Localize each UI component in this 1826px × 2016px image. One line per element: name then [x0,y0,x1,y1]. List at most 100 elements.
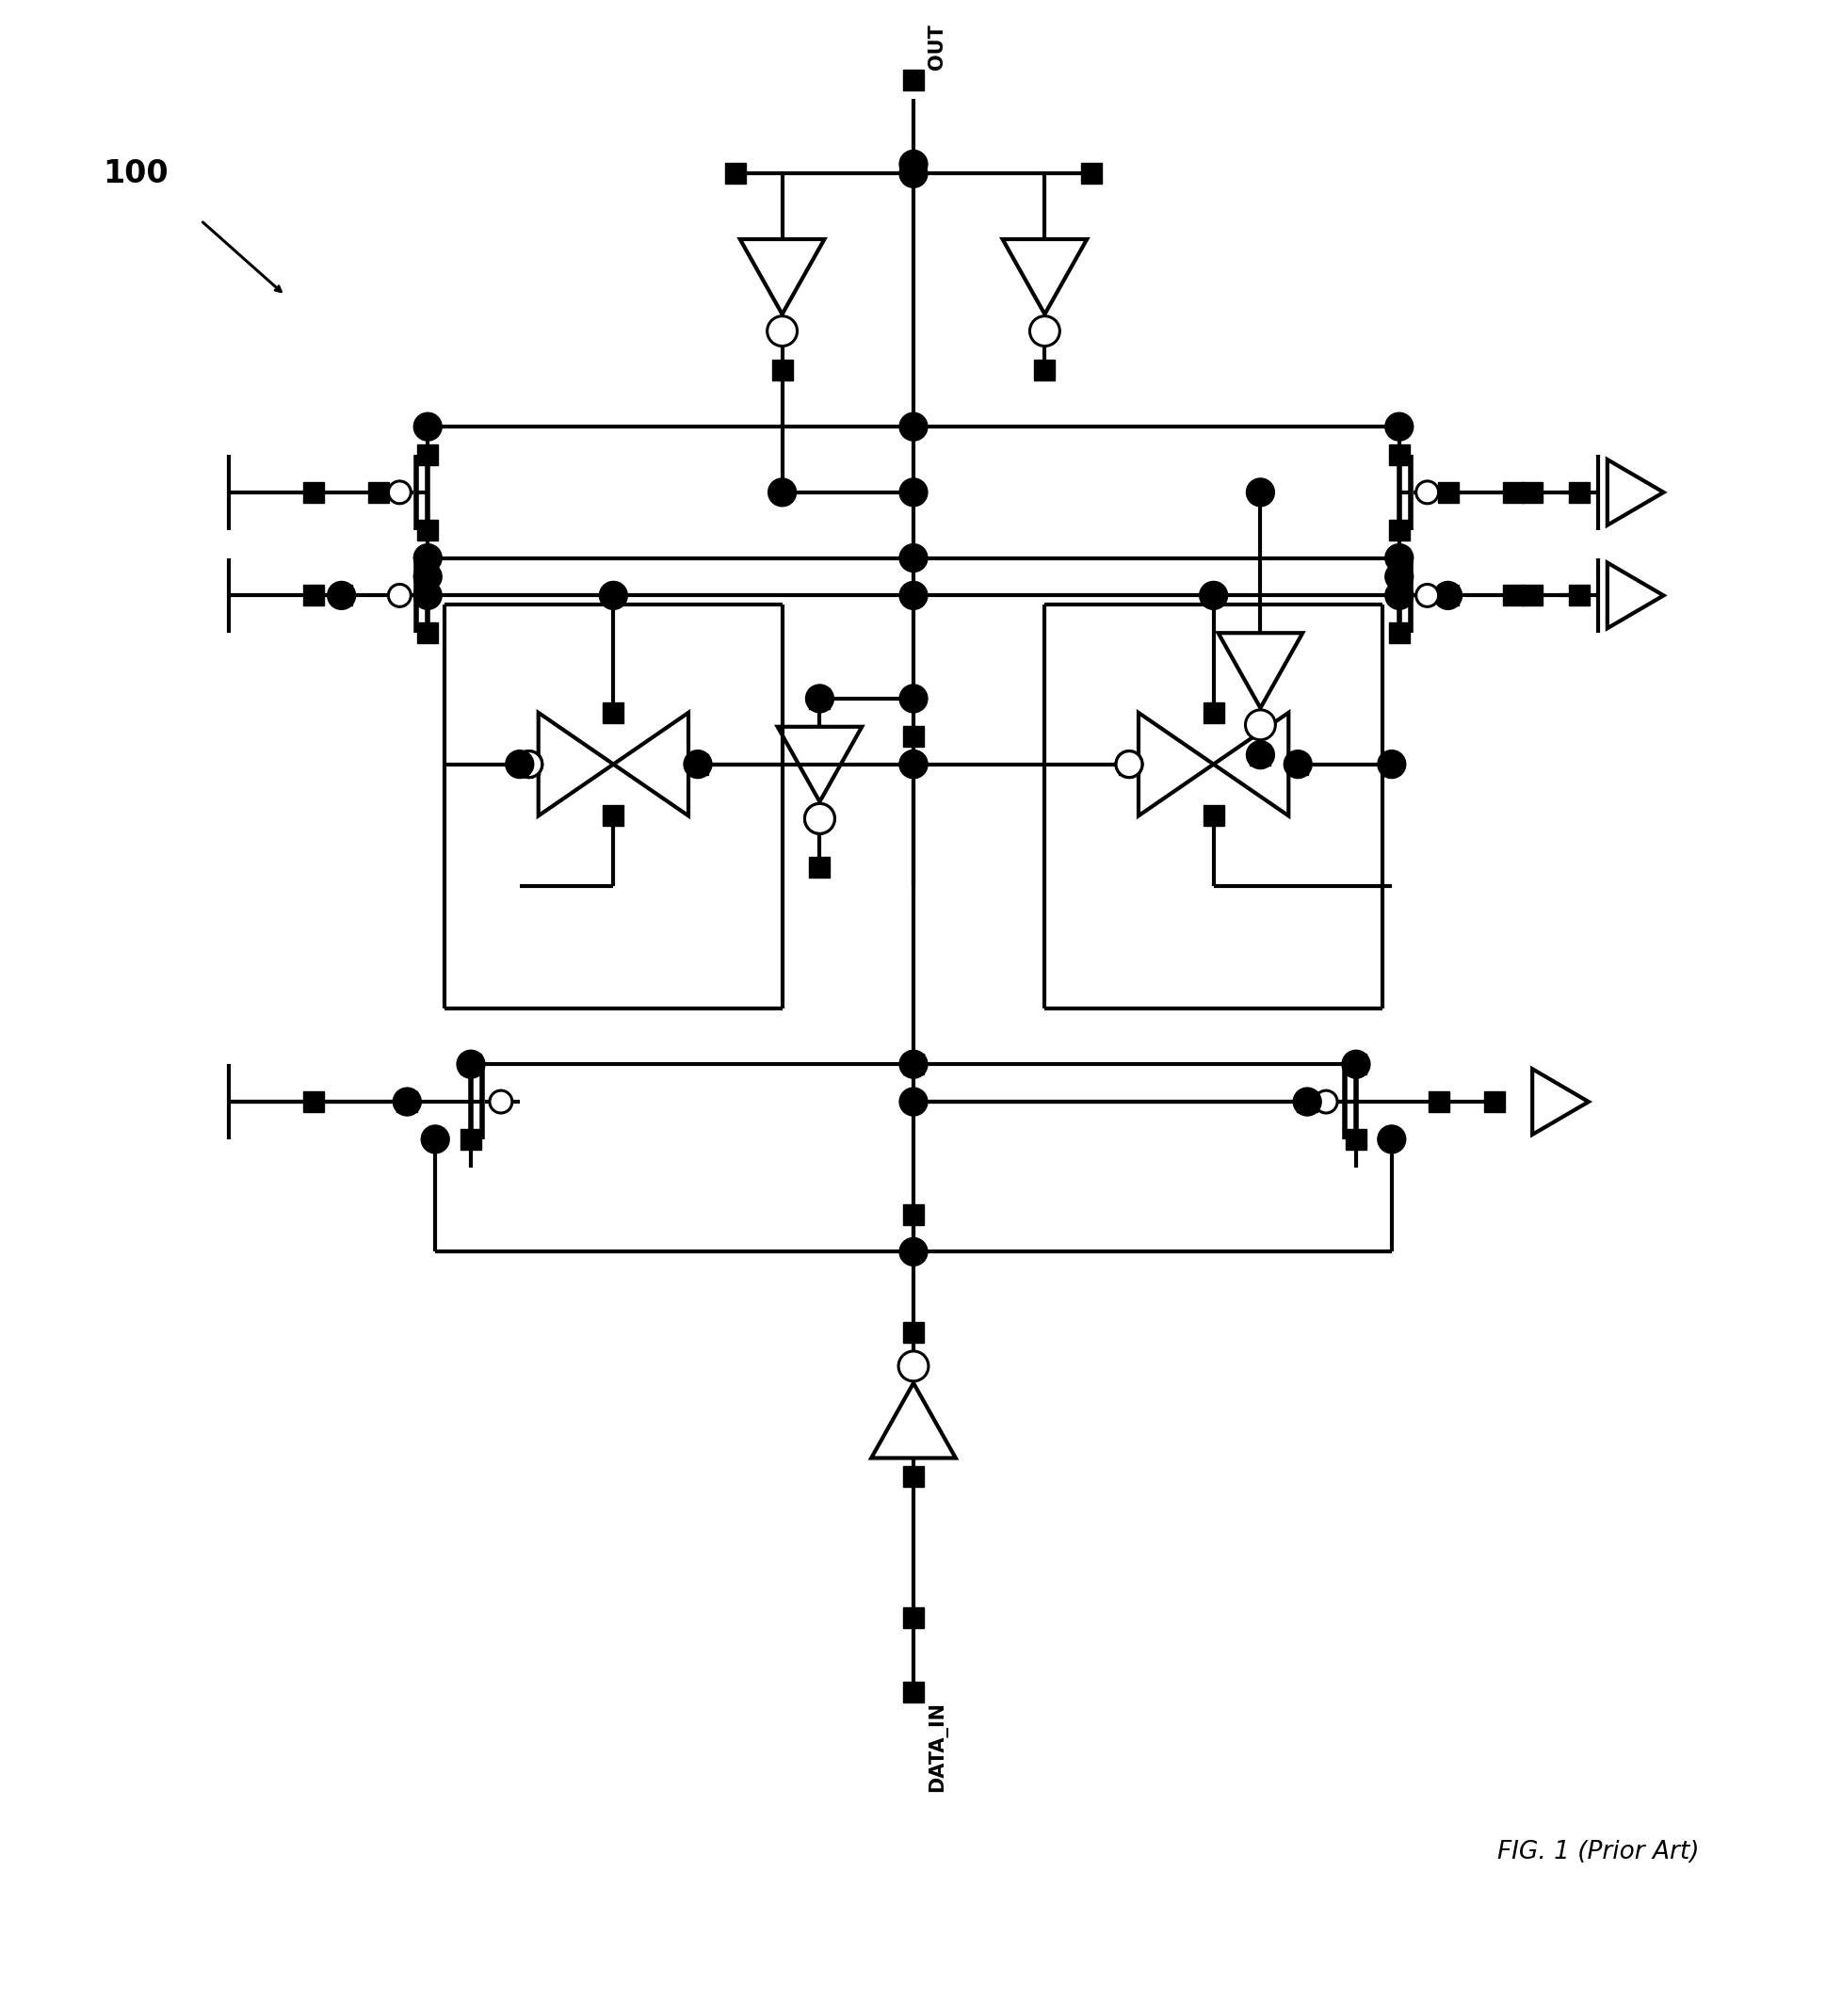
Circle shape [767,317,796,347]
Circle shape [1200,581,1227,609]
Circle shape [767,478,796,506]
Bar [416,520,438,540]
Text: FIG. 1 (Prior Art): FIG. 1 (Prior Art) [1495,1839,1698,1865]
Circle shape [898,413,928,442]
Bar [303,585,323,605]
Circle shape [327,581,356,609]
Bar [1346,1129,1366,1149]
Bar [809,857,829,877]
Bar [1034,361,1055,381]
Bar [603,702,623,724]
Bar [1249,744,1271,766]
Circle shape [515,750,542,778]
Bar [687,754,708,774]
Bar [1569,482,1589,502]
Circle shape [413,413,442,442]
Circle shape [803,804,834,833]
Bar [1346,1054,1366,1075]
Circle shape [1342,1050,1370,1079]
Bar [1485,1091,1505,1113]
Circle shape [1245,710,1275,740]
Bar [603,806,623,827]
Circle shape [1315,1091,1337,1113]
Circle shape [1384,562,1413,591]
Circle shape [1384,544,1413,573]
Bar [725,163,745,183]
Bar [1428,1091,1448,1113]
Circle shape [898,1238,928,1266]
Circle shape [489,1091,511,1113]
Bar [519,754,539,774]
Bar [1503,585,1523,605]
Bar [1296,1091,1317,1113]
Circle shape [515,752,542,778]
Bar [1521,585,1541,605]
Bar [416,623,438,643]
Circle shape [803,804,834,833]
Circle shape [1377,1125,1404,1153]
Bar [1118,754,1139,774]
Bar [1287,754,1307,774]
Bar [1437,482,1457,502]
Circle shape [898,581,928,609]
Circle shape [1377,750,1404,778]
Circle shape [898,1050,928,1079]
Bar [902,1054,924,1075]
Circle shape [898,159,928,187]
Bar [396,1091,416,1113]
Circle shape [413,562,442,591]
Bar [902,1466,924,1488]
Bar [1203,806,1223,827]
Bar [902,1681,924,1704]
Circle shape [1293,1089,1320,1115]
Circle shape [1415,482,1437,504]
Bar [902,1322,924,1343]
Bar [303,1091,323,1113]
Circle shape [898,544,928,573]
Bar [460,1129,480,1149]
Circle shape [1245,478,1275,506]
Text: 100: 100 [102,157,168,190]
Text: DATA_IN: DATA_IN [928,1702,948,1792]
Bar [809,687,829,710]
Bar [460,1054,480,1075]
Circle shape [1384,413,1413,442]
Bar [416,444,438,466]
Bar [1081,163,1101,183]
Bar [331,585,352,605]
Circle shape [898,750,928,778]
Circle shape [1433,581,1461,609]
Bar [1203,702,1223,724]
Bar [303,482,323,502]
Bar [902,726,924,746]
Circle shape [1116,752,1141,778]
Bar [1388,520,1410,540]
Circle shape [805,685,833,714]
Bar [1437,585,1457,605]
Circle shape [1030,317,1059,347]
Text: OUT: OUT [928,24,946,69]
Circle shape [683,750,712,778]
Circle shape [599,581,626,609]
Circle shape [422,1125,449,1153]
Circle shape [413,544,442,573]
Bar [1388,548,1410,569]
Bar [1521,482,1541,502]
Circle shape [898,1089,928,1115]
Circle shape [1114,750,1143,778]
Bar [902,69,924,91]
Circle shape [393,1089,422,1115]
Circle shape [898,685,928,714]
Circle shape [1384,581,1413,609]
Circle shape [898,750,928,778]
Circle shape [1284,750,1311,778]
Bar [369,482,389,502]
Circle shape [898,149,928,177]
Bar [1569,585,1589,605]
Circle shape [413,581,442,609]
Bar [771,361,792,381]
Bar [416,548,438,569]
Circle shape [506,750,533,778]
Bar [1388,444,1410,466]
Circle shape [389,482,411,504]
